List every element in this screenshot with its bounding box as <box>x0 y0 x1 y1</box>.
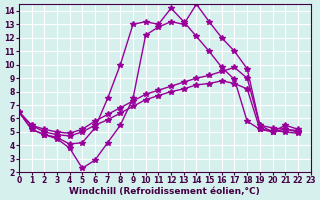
X-axis label: Windchill (Refroidissement éolien,°C): Windchill (Refroidissement éolien,°C) <box>69 187 260 196</box>
